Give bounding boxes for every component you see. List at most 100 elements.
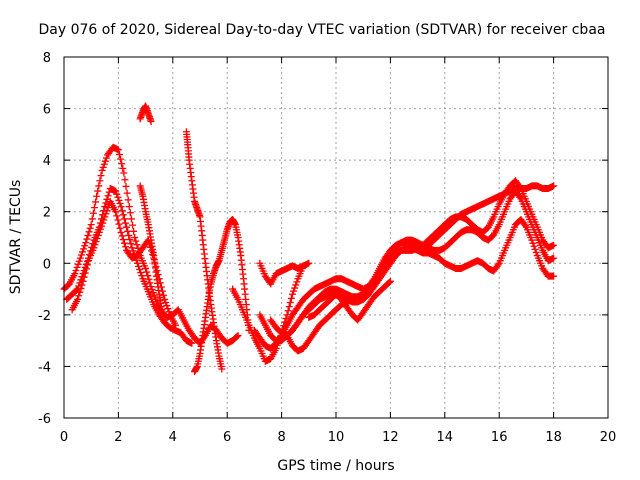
x-tick-label: 16 [491, 430, 508, 445]
y-tick-label: 4 [43, 154, 51, 169]
data-point [160, 291, 168, 299]
data-point [103, 207, 111, 215]
series-arc-12 [283, 215, 558, 355]
data-point [144, 272, 152, 280]
data-point [531, 245, 539, 253]
data-point [92, 238, 100, 246]
data-point [94, 187, 102, 195]
x-tick-label: 20 [600, 430, 617, 445]
data-point [95, 228, 103, 236]
data-point [132, 237, 140, 245]
x-tick-label: 18 [545, 430, 562, 445]
data-point [119, 236, 127, 244]
data-point [123, 223, 131, 231]
data-point [124, 227, 132, 235]
data-point [118, 160, 126, 168]
data-point [75, 292, 83, 300]
data-point [288, 290, 296, 298]
data-point [163, 302, 171, 310]
data-point [81, 269, 89, 277]
data-point [150, 292, 158, 300]
data-point [129, 221, 137, 229]
data-point [118, 207, 126, 215]
y-tick-label: 0 [43, 257, 51, 272]
data-point [115, 220, 123, 228]
data-point [143, 268, 151, 276]
data-point [550, 182, 558, 190]
y-tick-label: -6 [38, 412, 51, 427]
data-point [101, 203, 109, 211]
data-point [284, 307, 292, 315]
data-point [72, 267, 80, 275]
data-point [115, 196, 123, 204]
data-point [149, 289, 157, 297]
data-point [71, 270, 79, 278]
data-point [386, 277, 394, 285]
data-point [162, 298, 170, 306]
data-point [119, 211, 127, 219]
data-point [83, 261, 91, 269]
data-point [92, 198, 100, 206]
data-point [121, 243, 129, 251]
data-point [102, 210, 110, 218]
data-point [94, 231, 102, 239]
data-point [112, 187, 120, 195]
data-point [123, 189, 131, 197]
series-arc-3 [68, 197, 180, 329]
data-point [117, 155, 125, 163]
data-point [291, 284, 299, 292]
data-point [127, 215, 135, 223]
data-point [114, 216, 122, 224]
data-point [113, 190, 121, 198]
data-point [516, 183, 524, 191]
data-point [93, 235, 101, 243]
data-point [98, 222, 106, 230]
data-point [120, 215, 128, 223]
y-tick-label: -2 [38, 309, 51, 324]
x-tick-label: 10 [328, 430, 345, 445]
data-point [80, 273, 88, 281]
data-point [118, 232, 126, 240]
data-point [114, 193, 122, 201]
grid [64, 57, 608, 418]
data-point [100, 216, 108, 224]
series-arc-13 [305, 277, 394, 324]
data-point [78, 281, 86, 289]
y-tick-label: -4 [38, 360, 51, 375]
data-point [114, 146, 122, 154]
y-axis-label: SDTVAR / TECUs [8, 180, 24, 295]
data-point [80, 245, 88, 253]
data-point [120, 169, 128, 177]
data-point [90, 244, 98, 252]
data-point [529, 239, 537, 247]
data-point [293, 278, 301, 286]
data-point [125, 203, 133, 211]
data-point [95, 182, 103, 190]
data-point [125, 231, 133, 239]
data-point [129, 247, 137, 255]
data-points [60, 102, 558, 376]
x-tick-label: 0 [60, 430, 68, 445]
data-point [121, 176, 129, 184]
data-point [161, 295, 169, 303]
data-point [117, 203, 125, 211]
data-point [81, 242, 89, 250]
data-point [550, 254, 558, 262]
data-point [234, 331, 242, 339]
data-point [113, 212, 121, 220]
data-point [521, 222, 529, 230]
series-arc-5 [136, 182, 166, 314]
data-point [218, 365, 226, 373]
data-point [530, 242, 538, 250]
data-point [124, 196, 132, 204]
data-point [73, 263, 81, 271]
data-point [100, 160, 108, 168]
data-point [74, 260, 82, 268]
data-point [133, 259, 141, 267]
data-point [126, 209, 134, 217]
data-point [164, 305, 172, 313]
data-point [172, 321, 180, 329]
chart-title: Day 076 of 2020, Sidereal Day-to-day VTE… [39, 22, 606, 38]
data-point [290, 287, 298, 295]
